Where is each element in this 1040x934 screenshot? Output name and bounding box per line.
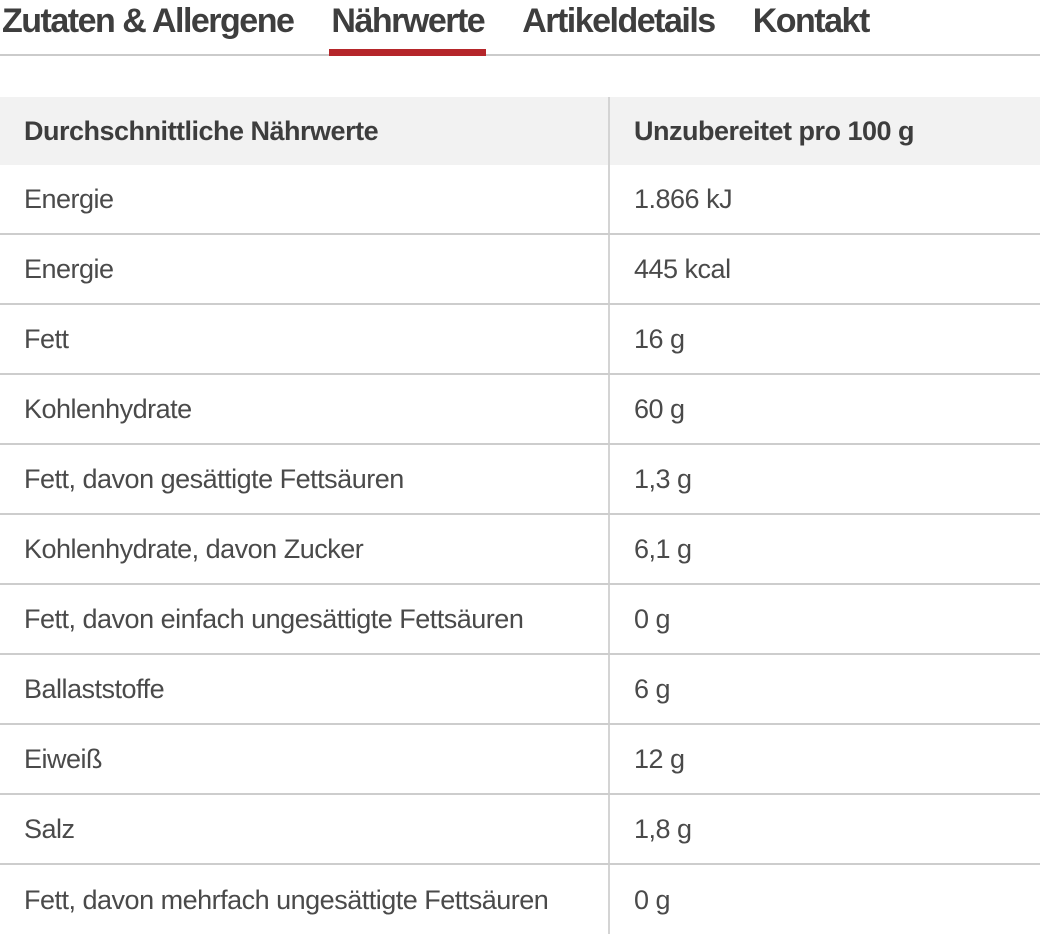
nutrient-value: 12 g	[608, 725, 1040, 793]
table-row: Energie 1.866 kJ	[0, 165, 1040, 235]
table-row: Ballaststoffe 6 g	[0, 655, 1040, 725]
tab-naehrwerte[interactable]: Nährwerte	[329, 0, 486, 56]
nutrient-label: Energie	[24, 253, 114, 284]
nutrient-label: Ballaststoffe	[24, 673, 165, 704]
tab-zutaten-allergene[interactable]: Zutaten & Allergene	[2, 2, 295, 40]
table-row: Salz 1,8 g	[0, 795, 1040, 865]
table-row: Energie 445 kcal	[0, 235, 1040, 305]
nutrient-label: Kohlenhydrate	[24, 393, 192, 424]
nutrient-value: 445 kcal	[608, 235, 1040, 303]
table-row: Kohlenhydrate, davon Zucker 6,1 g	[0, 515, 1040, 585]
nutrient-label: Salz	[24, 813, 75, 844]
nutrient-value: 0 g	[608, 585, 1040, 653]
nutrient-value: 6,1 g	[608, 515, 1040, 583]
nutrient-label: Energie	[24, 183, 114, 214]
nutrient-value: 60 g	[608, 375, 1040, 443]
tab-artikeldetails[interactable]: Artikeldetails	[522, 2, 716, 40]
table-row: Fett 16 g	[0, 305, 1040, 375]
table-row: Eiweiß 12 g	[0, 725, 1040, 795]
nutrient-value: 1.866 kJ	[608, 165, 1040, 233]
nutrient-label: Fett, davon gesättigte Fettsäuren	[24, 463, 404, 494]
nutrient-value: 1,3 g	[608, 445, 1040, 513]
nutrient-label: Fett	[24, 323, 69, 354]
table-header-row: Durchschnittliche Nährwerte Unzubereitet…	[0, 97, 1040, 165]
table-row: Fett, davon gesättigte Fettsäuren 1,3 g	[0, 445, 1040, 515]
table-row: Fett, davon einfach ungesättigte Fettsäu…	[0, 585, 1040, 655]
nutrient-label: Fett, davon einfach ungesättigte Fettsäu…	[24, 603, 524, 634]
table-header-nutrients: Durchschnittliche Nährwerte	[24, 115, 379, 146]
nutrient-value: 6 g	[608, 655, 1040, 723]
nutrient-value: 1,8 g	[608, 795, 1040, 863]
nutrient-value: 16 g	[608, 305, 1040, 373]
nutrient-label: Kohlenhydrate, davon Zucker	[24, 533, 364, 564]
nutrient-label: Fett, davon mehrfach ungesättigte Fettsä…	[24, 884, 549, 915]
nutrient-value: 0 g	[608, 865, 1040, 934]
nutrition-table: Durchschnittliche Nährwerte Unzubereitet…	[0, 97, 1040, 934]
table-header-per-100g: Unzubereitet pro 100 g	[608, 97, 1040, 165]
tab-bar: Zutaten & Allergene Nährwerte Artikeldet…	[0, 0, 1040, 56]
table-row: Kohlenhydrate 60 g	[0, 375, 1040, 445]
table-row: Fett, davon mehrfach ungesättigte Fettsä…	[0, 865, 1040, 934]
nutrient-label: Eiweiß	[24, 743, 103, 774]
tab-kontakt[interactable]: Kontakt	[752, 2, 871, 40]
